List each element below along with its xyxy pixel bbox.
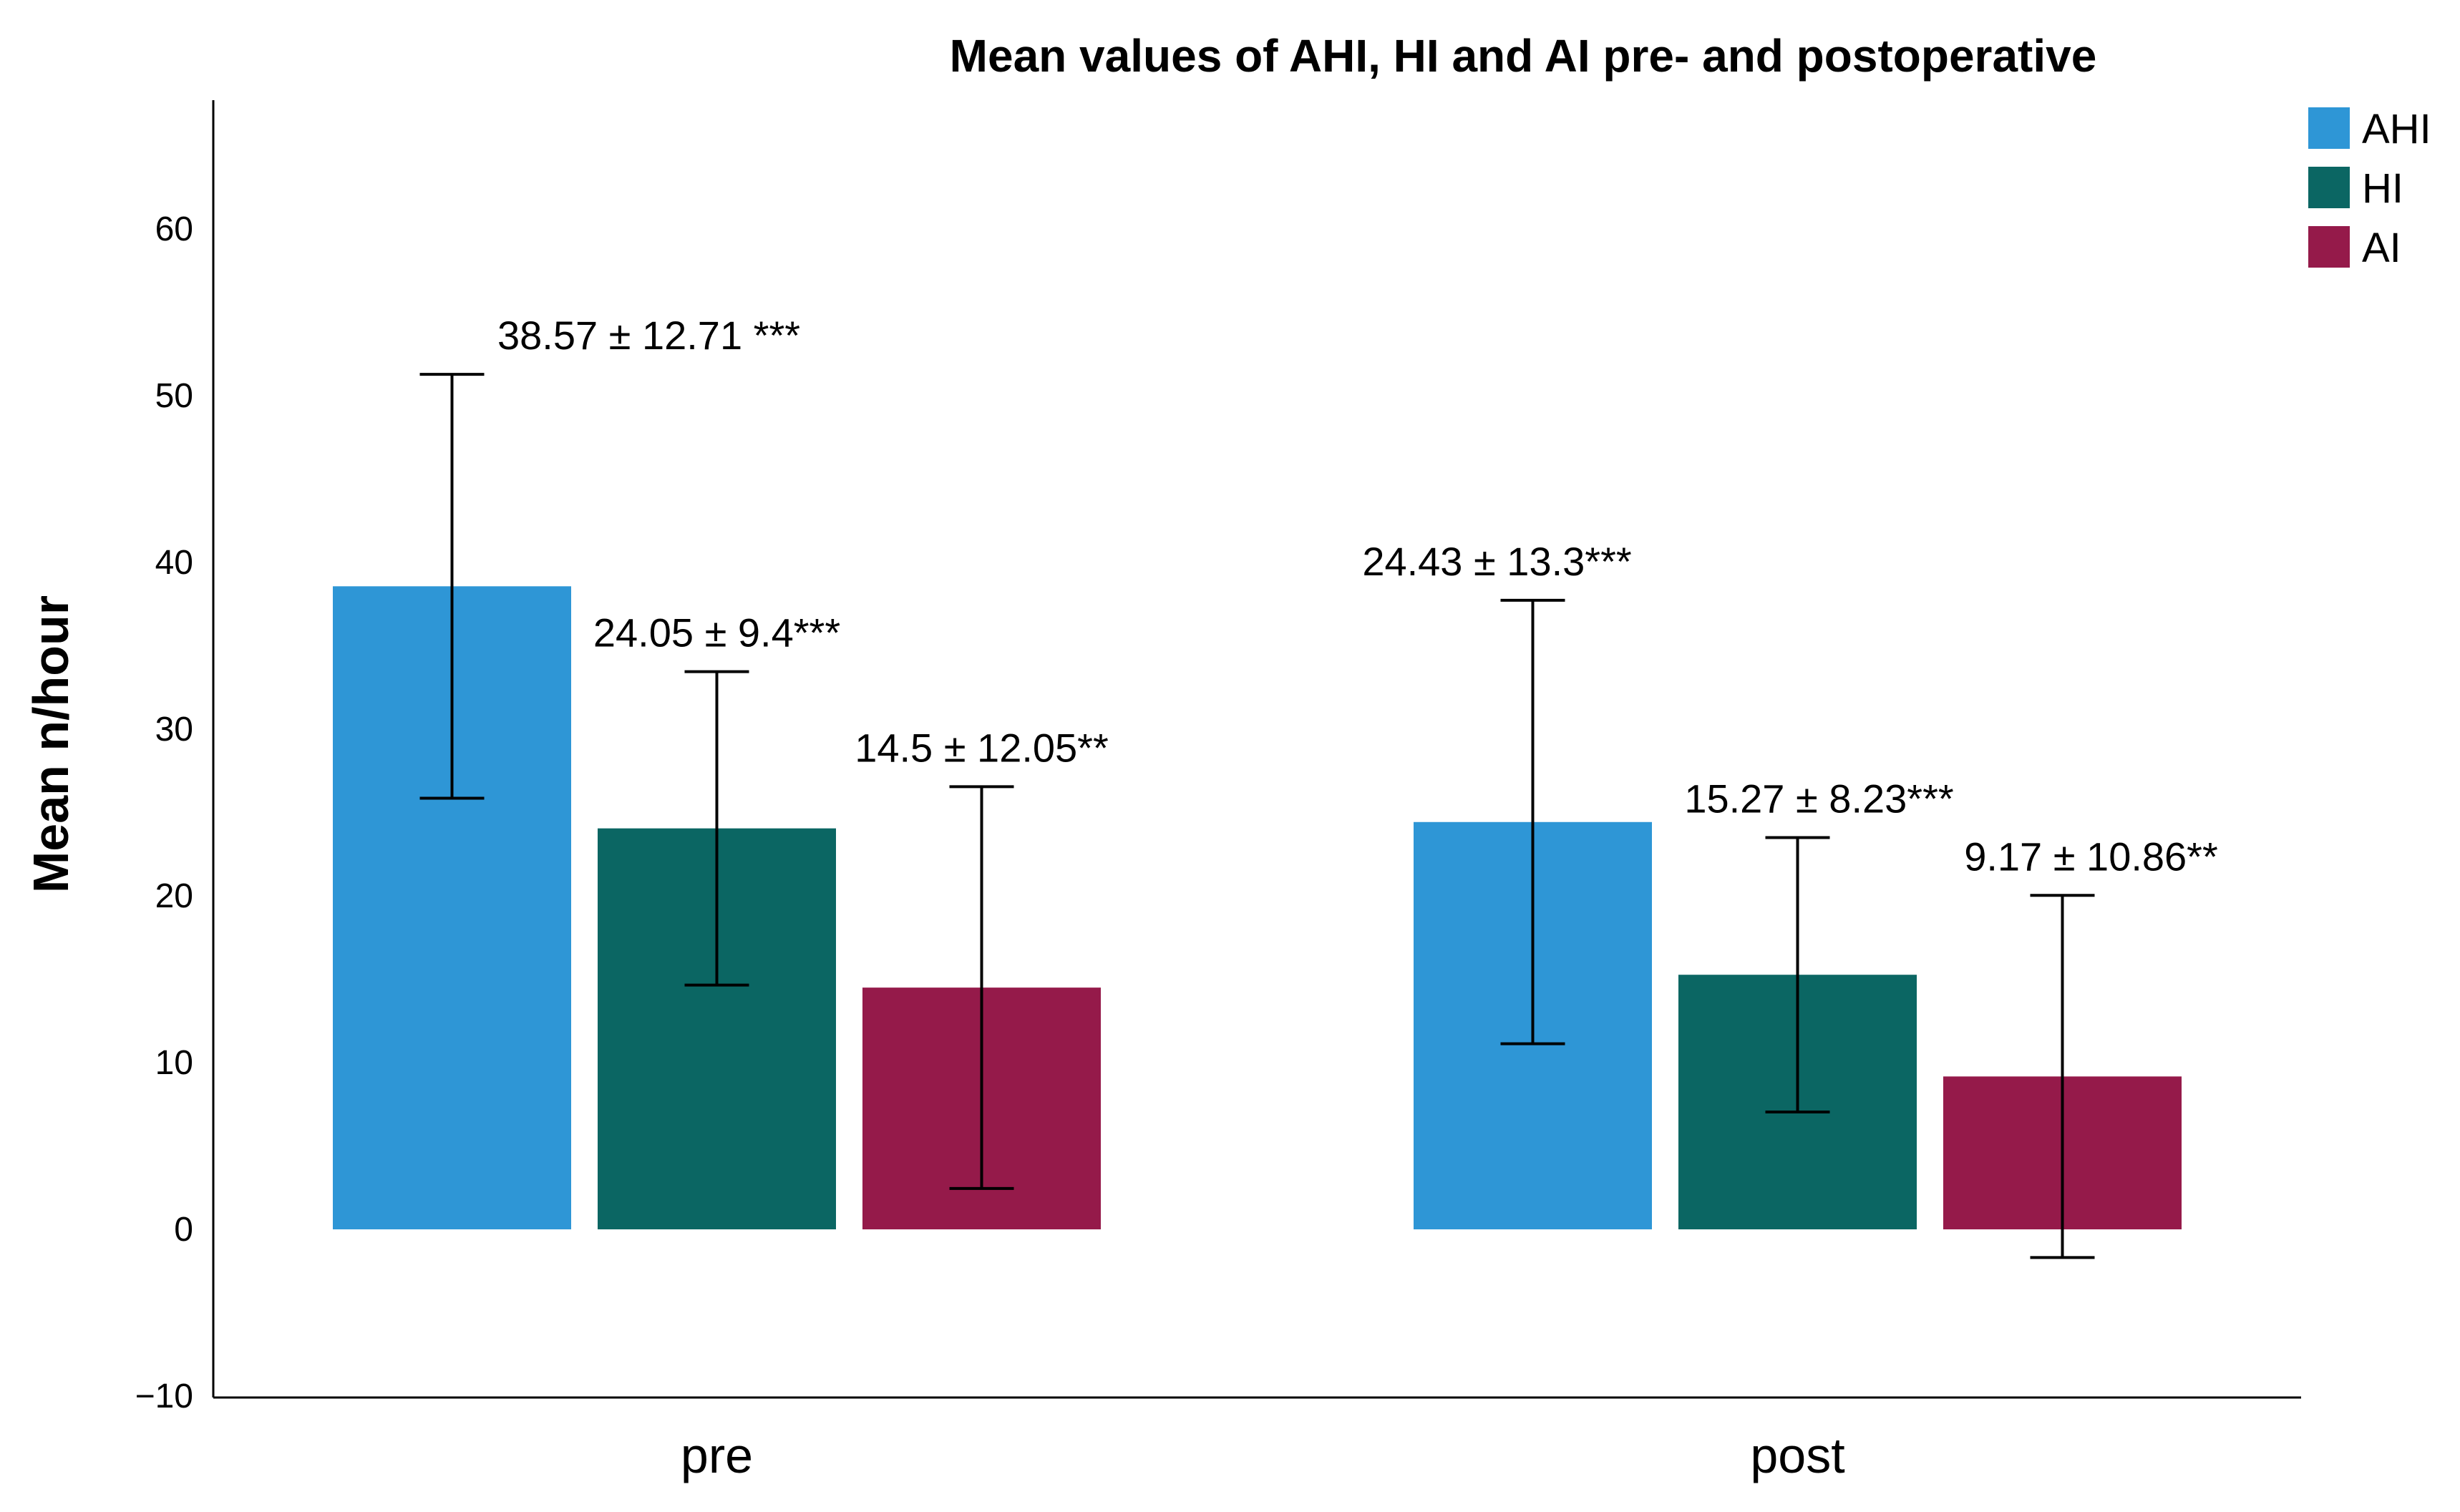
y-tick-label: 10 — [155, 1044, 193, 1082]
error-bars — [419, 373, 2095, 1259]
y-tick-label: 0 — [174, 1211, 193, 1249]
bars — [333, 586, 2182, 1229]
legend-label: HI — [2362, 165, 2403, 212]
y-tick-label: 60 — [155, 210, 193, 248]
legend-label: AI — [2362, 225, 2401, 271]
data-label: 9.17 ± 10.86** — [1964, 834, 2218, 879]
data-label: 24.05 ± 9.4*** — [593, 610, 840, 655]
y-tick-label: 30 — [155, 711, 193, 748]
axes: −10 0 10 20 30 40 50 60 pre post — [135, 100, 2301, 1483]
y-tick-label: 40 — [155, 544, 193, 582]
x-tick-label: post — [1750, 1428, 1844, 1483]
y-tick-label: 50 — [155, 377, 193, 415]
chart-title: Mean values of AHI, HI and AI pre- and p… — [950, 30, 2097, 82]
legend-swatch — [2308, 167, 2350, 208]
legend-swatch — [2308, 226, 2350, 268]
data-label: 38.57 ± 12.71 *** — [497, 313, 800, 358]
legend-label: AHI — [2362, 106, 2431, 152]
x-tick-label: pre — [681, 1428, 753, 1483]
y-tick-label: −10 — [135, 1377, 193, 1415]
legend: AHI HI AI — [2308, 106, 2431, 271]
data-label: 14.5 ± 12.05** — [855, 725, 1109, 770]
legend-swatch — [2308, 107, 2350, 149]
y-axis-label: Mean n/hour — [23, 595, 79, 893]
y-tick-label: 20 — [155, 877, 193, 915]
data-label: 24.43 ± 13.3*** — [1362, 539, 1631, 584]
data-label: 15.27 ± 8.23*** — [1684, 776, 1953, 821]
data-labels: 38.57 ± 12.71 *** 24.05 ± 9.4*** 14.5 ± 12… — [497, 313, 2218, 879]
